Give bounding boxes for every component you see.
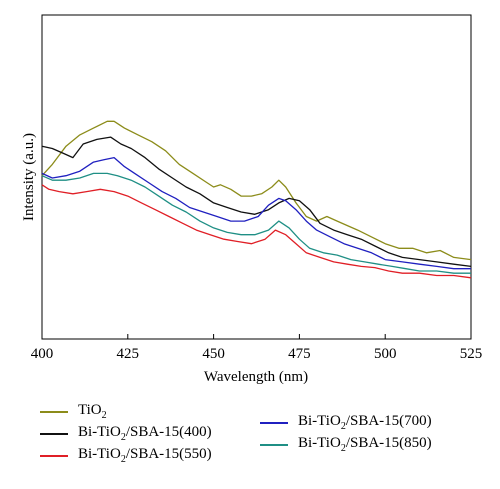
x-tick-label: 450 [202,346,225,362]
legend-item: TiO2 [40,402,107,421]
legend-label: Bi-TiO2/SBA-15(400) [78,424,212,443]
series-layer [41,120,472,279]
series-line-4 [41,172,471,274]
legend-swatch [40,432,68,435]
chart: 400 425 450 475 500 525 Intensity (a.u.) Wave… [21,14,483,385]
legend-item: Bi-TiO2/SBA-15(550) [40,446,212,465]
legend-item: Bi-TiO2/SBA-15(850) [260,435,432,454]
legend-label: Bi-TiO2/SBA-15(700) [298,413,432,432]
x-tick-label: 425 [117,346,140,362]
legend-item: Bi-TiO2/SBA-15(700) [260,413,432,432]
legend-label: Bi-TiO2/SBA-15(850) [298,435,432,454]
legend-label: Bi-TiO2/SBA-15(550) [78,446,212,465]
x-tick-label: 475 [288,346,311,362]
series-line-3 [41,156,471,270]
legend-swatch [260,421,288,424]
legend-item: Bi-TiO2/SBA-15(400) [40,424,212,443]
legend-label: TiO2 [78,402,107,421]
x-ticks: 400 425 450 475 500 525 [31,334,483,362]
legend: TiO2 Bi-TiO2/SBA-15(400) Bi-TiO2/SBA-15(55… [40,402,480,472]
legend-swatch [40,454,68,457]
x-tick-label: 500 [374,346,397,362]
plot-frame [41,14,472,340]
x-axis-label: Wavelength (nm) [204,369,308,385]
series-line-1 [41,136,472,268]
y-axis-label: Intensity (a.u.) [21,133,37,221]
x-tick-label: 525 [460,346,483,362]
legend-swatch [260,443,288,446]
series-line-0 [41,120,472,261]
legend-swatch [40,410,68,413]
x-tick-label: 400 [31,346,54,362]
series-line-2 [41,184,472,279]
